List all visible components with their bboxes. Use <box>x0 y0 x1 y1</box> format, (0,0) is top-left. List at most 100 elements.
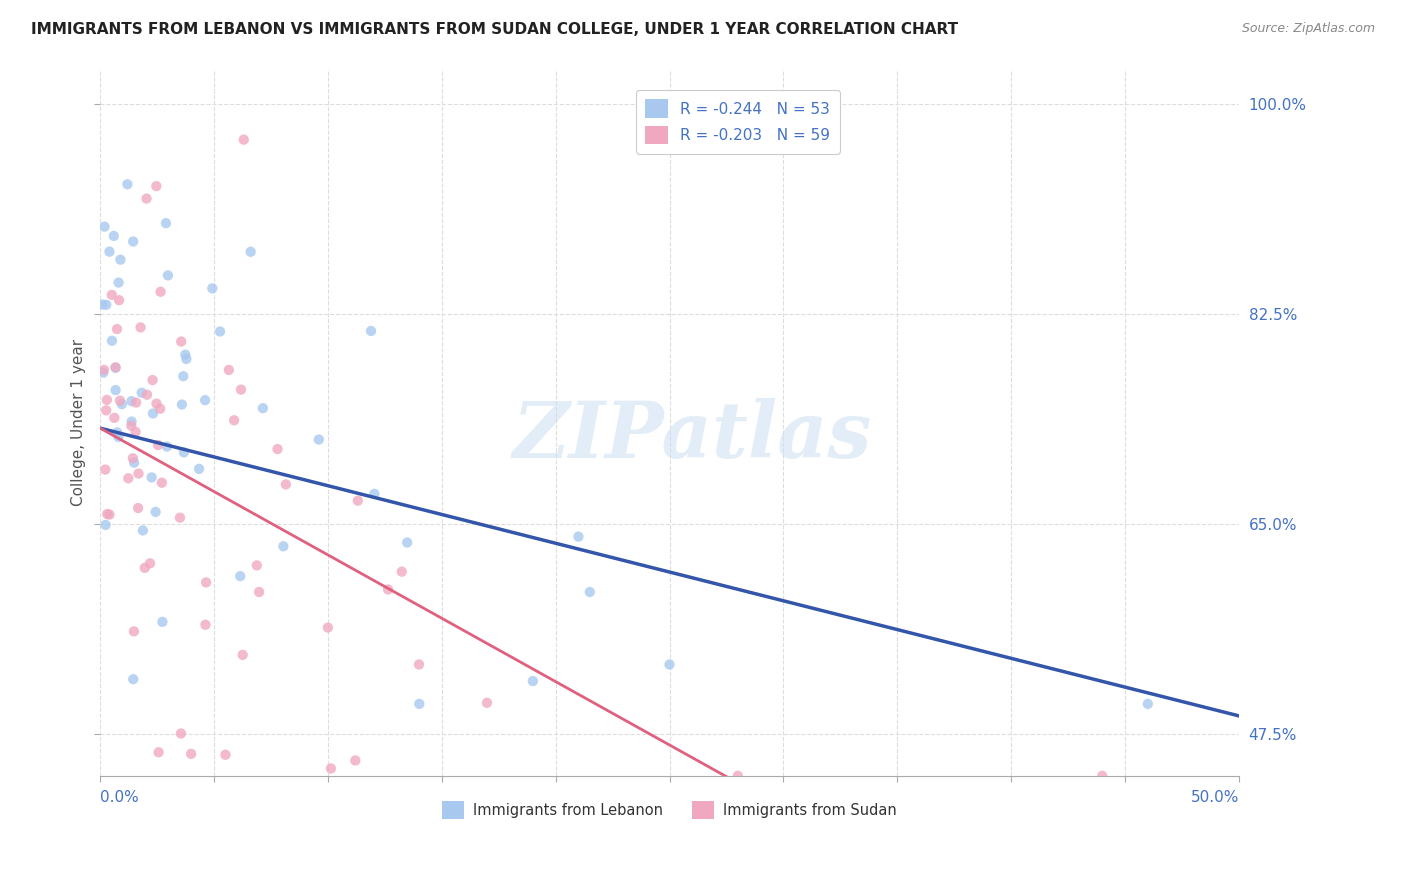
Point <box>105 425 128 440</box>
Point <box>246 558 269 573</box>
Point <box>1136 697 1159 711</box>
Point <box>308 433 330 447</box>
Point <box>347 493 370 508</box>
Point <box>170 726 193 740</box>
Text: ZIPatlas: ZIPatlas <box>513 398 872 475</box>
Point <box>522 674 544 689</box>
Point <box>96 403 118 417</box>
Point <box>96 298 118 312</box>
Point <box>122 672 145 686</box>
Point <box>363 487 385 501</box>
Point <box>229 383 252 397</box>
Point <box>344 754 367 768</box>
Point <box>152 615 174 629</box>
Point <box>176 351 198 366</box>
Point <box>103 410 125 425</box>
Point <box>173 445 195 459</box>
Point <box>103 229 125 244</box>
Point <box>156 268 179 283</box>
Point <box>96 392 118 407</box>
Text: 50.0%: 50.0% <box>1191 790 1239 805</box>
Point <box>239 244 262 259</box>
Point <box>111 397 134 411</box>
Point <box>93 219 115 234</box>
Point <box>274 477 297 491</box>
Text: IMMIGRANTS FROM LEBANON VS IMMIGRANTS FROM SUDAN COLLEGE, UNDER 1 YEAR CORRELATI: IMMIGRANTS FROM LEBANON VS IMMIGRANTS FR… <box>31 22 957 37</box>
Point <box>475 696 498 710</box>
Point <box>122 456 145 470</box>
Point <box>122 624 145 639</box>
Point <box>141 470 163 484</box>
Point <box>319 762 342 776</box>
Point <box>117 471 139 485</box>
Point <box>145 179 167 194</box>
Point <box>94 517 117 532</box>
Point <box>98 508 121 522</box>
Point <box>218 363 240 377</box>
Point <box>104 383 127 397</box>
Point <box>194 393 217 408</box>
Text: 0.0%: 0.0% <box>100 790 139 805</box>
Point <box>108 393 131 408</box>
Point <box>232 648 254 662</box>
Point <box>247 585 270 599</box>
Point <box>188 462 211 476</box>
Point <box>156 440 179 454</box>
Point <box>391 565 413 579</box>
Point <box>98 244 121 259</box>
Point <box>91 366 114 380</box>
Point <box>93 363 115 377</box>
Point <box>120 418 142 433</box>
Point <box>252 401 274 416</box>
Point <box>107 276 129 290</box>
Point <box>104 360 127 375</box>
Point <box>101 288 124 302</box>
Point <box>101 334 124 348</box>
Point <box>201 281 224 295</box>
Point <box>121 415 143 429</box>
Point <box>105 322 128 336</box>
Point <box>125 395 148 409</box>
Point <box>149 285 172 299</box>
Point <box>142 373 165 387</box>
Point <box>108 293 131 308</box>
Point <box>266 442 288 456</box>
Point <box>121 451 143 466</box>
Point <box>232 133 254 147</box>
Point <box>169 510 191 524</box>
Point <box>170 334 193 349</box>
Point <box>194 617 217 632</box>
Point <box>104 360 127 375</box>
Point <box>117 178 139 192</box>
Point <box>132 524 155 538</box>
Point <box>578 585 600 599</box>
Legend: Immigrants from Lebanon, Immigrants from Sudan: Immigrants from Lebanon, Immigrants from… <box>437 796 903 825</box>
Point <box>408 697 430 711</box>
Point <box>96 507 118 521</box>
Point <box>110 252 132 267</box>
Point <box>316 621 339 635</box>
Point <box>122 235 145 249</box>
Point <box>396 535 419 549</box>
Point <box>91 297 114 311</box>
Point <box>131 385 153 400</box>
Point <box>135 192 157 206</box>
Y-axis label: College, Under 1 year: College, Under 1 year <box>72 339 86 506</box>
Point <box>142 407 165 421</box>
Point <box>170 398 193 412</box>
Point <box>148 745 170 759</box>
Point <box>658 657 681 672</box>
Point <box>94 462 117 476</box>
Point <box>174 348 197 362</box>
Point <box>150 475 173 490</box>
Point <box>209 325 232 339</box>
Point <box>180 747 202 761</box>
Point <box>139 557 162 571</box>
Point <box>121 394 143 409</box>
Point <box>124 425 146 439</box>
Point <box>567 530 589 544</box>
Point <box>136 387 159 401</box>
Point <box>129 320 152 334</box>
Point <box>149 401 172 416</box>
Point <box>360 324 382 338</box>
